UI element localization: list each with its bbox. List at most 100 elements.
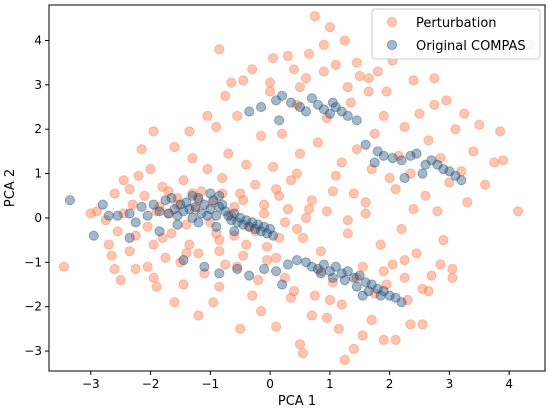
perturbation-point <box>447 272 458 283</box>
perturbation-point <box>318 39 329 51</box>
perturbation-point <box>345 97 356 108</box>
perturbation-point <box>348 343 359 354</box>
perturbation-point <box>330 59 341 71</box>
perturbation-point <box>118 208 129 219</box>
perturbation-point <box>208 197 219 208</box>
original-compas-point <box>360 277 371 288</box>
perturbation-point <box>429 73 440 84</box>
perturbation-point <box>309 11 320 22</box>
legend: Perturbation Original COMPAS <box>371 8 541 60</box>
original-compas-point <box>294 101 306 113</box>
perturbation-point <box>408 204 419 215</box>
original-compas-point <box>405 150 416 161</box>
original-compas-point <box>154 226 165 237</box>
original-compas-point <box>363 286 374 297</box>
perturbation-point <box>214 246 225 257</box>
perturbation-point <box>405 319 416 330</box>
original-compas-point <box>312 99 323 110</box>
original-compas-point <box>226 215 237 226</box>
perturbation-point <box>324 22 335 33</box>
perturbation-point <box>435 259 446 270</box>
perturbation-point <box>148 126 159 137</box>
original-compas-point <box>238 219 249 230</box>
original-compas-point <box>315 268 326 279</box>
perturbation-point <box>489 157 500 168</box>
perturbation-point <box>193 310 204 321</box>
perturbation-point <box>214 281 225 292</box>
perturbation-point <box>303 48 315 59</box>
original-compas-point <box>444 166 455 177</box>
original-compas-point <box>253 219 264 230</box>
perturbation-point <box>330 170 341 181</box>
perturbation-point <box>271 252 282 263</box>
original-compas-point <box>354 270 365 281</box>
perturbation-point <box>294 82 306 93</box>
perturbation-point <box>426 270 437 281</box>
y-tick-label: 4 <box>34 33 42 47</box>
perturbation-point <box>474 119 485 130</box>
perturbation-point <box>211 228 222 239</box>
perturbation-point <box>480 179 491 190</box>
perturbation-point <box>169 297 180 308</box>
perturbation-point <box>294 148 306 159</box>
perturbation-point <box>124 246 135 257</box>
original-compas-point <box>154 206 165 217</box>
y-tick-label: −3 <box>24 344 42 358</box>
perturbation-point <box>184 126 195 137</box>
original-compas-point <box>214 190 225 201</box>
perturbation-point <box>103 239 114 250</box>
original-compas-point <box>324 108 335 119</box>
legend-marker <box>386 39 398 51</box>
perturbation-point <box>369 128 380 139</box>
perturbation-point <box>342 215 353 226</box>
perturbation-point <box>408 75 419 86</box>
original-compas-point <box>396 297 407 308</box>
perturbation-point <box>315 246 326 257</box>
perturbation-point <box>91 206 102 217</box>
perturbation-point <box>402 294 413 306</box>
perturbation-point <box>151 281 162 292</box>
original-compas-point <box>372 283 383 294</box>
original-compas-point <box>330 261 341 272</box>
perturbation-point <box>262 241 273 252</box>
original-compas-point <box>259 221 270 232</box>
perturbation-point <box>495 126 506 137</box>
original-compas-point <box>205 204 216 215</box>
original-compas-point <box>318 259 329 270</box>
perturbation-point <box>187 188 198 199</box>
legend-label: Original COMPAS <box>416 39 526 54</box>
perturbation-point <box>462 197 473 208</box>
perturbation-point <box>318 66 329 77</box>
original-compas-point <box>378 150 389 161</box>
original-compas-point <box>97 199 108 210</box>
perturbation-point <box>414 108 425 119</box>
perturbation-point <box>199 268 210 279</box>
perturbation-point <box>253 275 264 286</box>
perturbation-point <box>130 263 141 275</box>
perturbation-point <box>291 168 303 179</box>
original-compas-point <box>124 208 135 219</box>
perturbation-point <box>202 164 213 175</box>
original-compas-point <box>387 153 398 164</box>
original-compas-point <box>166 192 177 204</box>
perturbation-point <box>417 283 428 294</box>
perturbation-point <box>238 250 249 261</box>
original-compas-point <box>223 210 234 221</box>
original-compas-point <box>199 261 210 272</box>
original-compas-point <box>193 217 204 228</box>
original-compas-point <box>271 95 282 106</box>
perturbation-point <box>321 312 332 323</box>
perturbation-point <box>232 110 243 122</box>
perturbation-point <box>297 232 309 243</box>
perturbation-point <box>441 95 452 106</box>
perturbation-point <box>196 186 207 197</box>
perturbation-point <box>285 292 297 303</box>
perturbation-point <box>262 255 273 266</box>
perturbation-point <box>154 201 165 212</box>
perturbation-point <box>241 159 252 170</box>
perturbation-point <box>265 77 276 88</box>
perturbation-point <box>124 184 135 195</box>
perturbation-point <box>151 206 162 217</box>
